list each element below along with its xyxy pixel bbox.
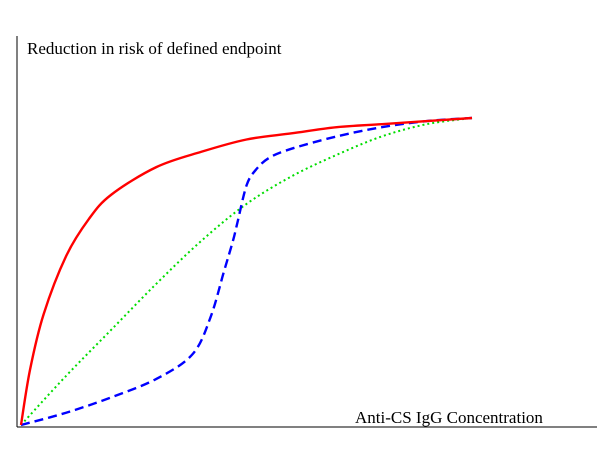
series-line-red-solid xyxy=(19,116,473,426)
series-line-blue-dashed xyxy=(20,116,473,427)
y-axis-label: Reduction in risk of defined endpoint xyxy=(27,39,282,58)
series-layer xyxy=(19,116,473,427)
series-line-green-dotted xyxy=(20,117,473,426)
x-axis-label: Anti-CS IgG Concentration xyxy=(355,408,543,427)
